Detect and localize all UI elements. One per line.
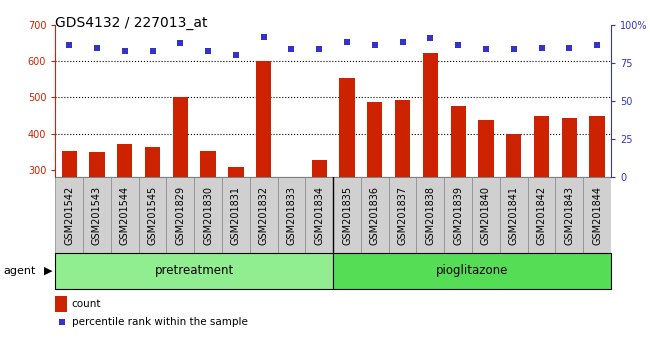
Text: GSM201843: GSM201843 [564, 185, 575, 245]
Point [592, 42, 603, 47]
Text: GSM201832: GSM201832 [259, 185, 268, 245]
Bar [500, 177, 528, 253]
Text: GSM201839: GSM201839 [453, 185, 463, 245]
Text: ▶: ▶ [44, 266, 53, 276]
Bar [228, 167, 244, 177]
Bar [250, 177, 278, 253]
Bar [478, 120, 493, 177]
Bar [389, 177, 417, 253]
Bar [590, 116, 605, 177]
Point [64, 42, 74, 47]
Point [425, 36, 436, 41]
Bar [528, 177, 556, 253]
Bar [83, 177, 111, 253]
Bar [62, 151, 77, 177]
Text: GSM201836: GSM201836 [370, 185, 380, 245]
Text: GSM201545: GSM201545 [148, 185, 157, 245]
Bar [445, 177, 472, 253]
Bar [173, 97, 188, 177]
Point [508, 46, 519, 52]
Bar [333, 177, 361, 253]
Text: GSM201542: GSM201542 [64, 185, 74, 245]
Bar [222, 177, 250, 253]
Bar [417, 177, 445, 253]
Point [536, 45, 547, 51]
Point [286, 46, 296, 52]
Point [175, 40, 185, 46]
Bar [367, 102, 382, 177]
Bar [555, 177, 583, 253]
Bar [534, 116, 549, 177]
Bar [450, 106, 466, 177]
FancyBboxPatch shape [333, 253, 611, 289]
Bar [583, 177, 611, 253]
Text: count: count [72, 299, 101, 309]
Text: percentile rank within the sample: percentile rank within the sample [72, 317, 248, 327]
Bar [166, 177, 194, 253]
Text: GSM201841: GSM201841 [509, 185, 519, 245]
Text: GSM201842: GSM201842 [536, 185, 547, 245]
Bar [361, 177, 389, 253]
Text: GSM201544: GSM201544 [120, 185, 130, 245]
Bar [562, 118, 577, 177]
Text: pioglitazone: pioglitazone [436, 264, 508, 277]
Bar [256, 61, 271, 177]
Point [564, 45, 575, 51]
Bar [138, 177, 166, 253]
Bar [306, 177, 333, 253]
Text: GDS4132 / 227013_at: GDS4132 / 227013_at [55, 16, 208, 30]
Point [397, 39, 408, 44]
Bar [111, 177, 138, 253]
Bar [55, 177, 83, 253]
Bar [89, 152, 105, 177]
Bar [200, 151, 216, 177]
FancyBboxPatch shape [55, 253, 333, 289]
Point [148, 48, 158, 53]
Point [203, 48, 213, 53]
Point [342, 39, 352, 44]
Text: GSM201830: GSM201830 [203, 185, 213, 245]
Point [92, 45, 102, 51]
Text: GSM201833: GSM201833 [287, 185, 296, 245]
Text: agent: agent [3, 266, 36, 276]
Bar [422, 53, 438, 177]
Text: GSM201829: GSM201829 [176, 185, 185, 245]
Point [453, 42, 463, 47]
Bar [278, 177, 306, 253]
Bar [395, 100, 410, 177]
Bar [117, 144, 133, 177]
Bar [194, 177, 222, 253]
Text: GSM201838: GSM201838 [425, 185, 436, 245]
Text: GSM201834: GSM201834 [314, 185, 324, 245]
Text: GSM201840: GSM201840 [481, 185, 491, 245]
Point [120, 48, 130, 53]
Bar [506, 133, 521, 177]
Bar [145, 147, 160, 177]
Point [481, 46, 491, 52]
Point [370, 42, 380, 47]
Bar [339, 78, 355, 177]
Text: GSM201835: GSM201835 [342, 185, 352, 245]
Text: GSM201844: GSM201844 [592, 185, 602, 245]
Point [314, 46, 324, 52]
Bar [311, 160, 327, 177]
Text: pretreatment: pretreatment [155, 264, 234, 277]
Text: GSM201831: GSM201831 [231, 185, 241, 245]
Point [259, 34, 269, 40]
Text: GSM201837: GSM201837 [398, 185, 408, 245]
Point [231, 52, 241, 58]
Point [116, 255, 126, 261]
Text: GSM201543: GSM201543 [92, 185, 102, 245]
Bar [472, 177, 500, 253]
